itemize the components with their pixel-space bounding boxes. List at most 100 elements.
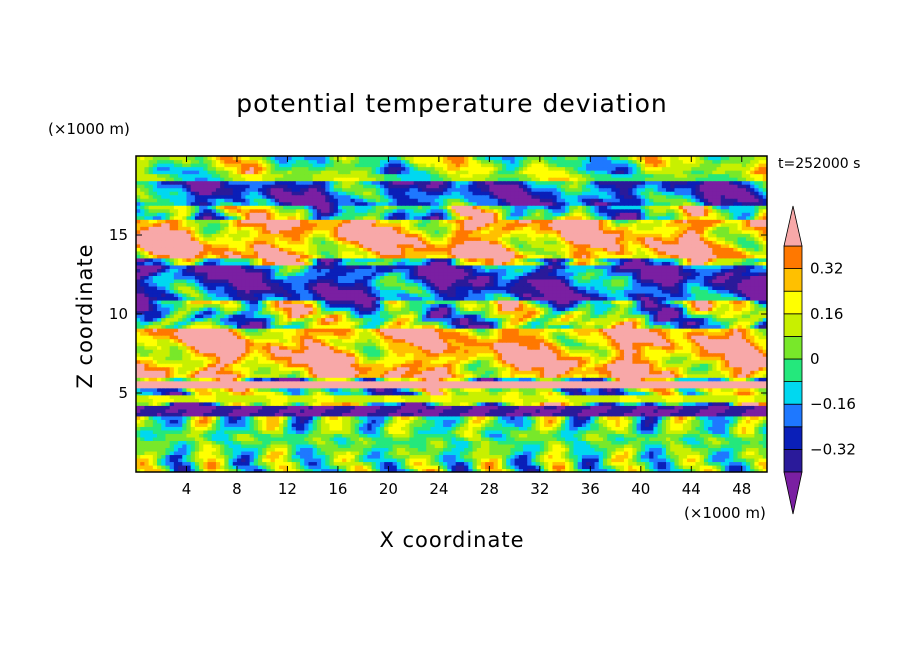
heatmap-cell [173,352,179,357]
heatmap-cell [640,356,646,361]
heatmap-cell [590,436,596,441]
heatmap-cell [354,370,360,375]
heatmap-cell [750,370,755,375]
heatmap-cell [556,398,562,403]
heatmap-cell [367,398,373,403]
heatmap-cell [346,464,352,470]
heatmap-cell [371,359,377,364]
heatmap-cell [506,377,511,382]
heatmap-cell [451,363,457,368]
heatmap-cell [312,412,318,417]
heatmap-cell [586,391,591,396]
heatmap-cell [678,457,684,463]
heatmap-cell [224,422,230,427]
heatmap-cell [737,370,743,375]
heatmap-cell [598,405,604,410]
heatmap-cell [266,412,272,417]
heatmap-cell [623,461,629,466]
heatmap-cell [493,380,499,385]
heatmap-cell [628,457,633,463]
heatmap-cell [590,384,596,389]
heatmap-cell [152,422,158,427]
heatmap-cell [573,384,579,389]
heatmap-cell [308,352,314,357]
heatmap-cell [371,373,377,378]
heatmap-cell [539,380,545,385]
heatmap-cell [417,359,423,364]
heatmap-cell [552,426,558,431]
heatmap-cell [451,450,457,456]
heatmap-cell [396,412,402,417]
heatmap-cell [565,398,570,403]
heatmap-cell [342,363,347,368]
heatmap-cell [426,384,432,389]
heatmap-cell [687,370,692,375]
heatmap-cell [670,457,676,463]
heatmap-cell [531,450,537,456]
heatmap-cell [388,447,394,452]
heatmap-cell [384,419,389,424]
heatmap-cell [358,405,364,410]
heatmap-cell [674,447,680,452]
heatmap-cell [569,429,575,434]
heatmap-cell [438,391,444,396]
heatmap-cell [556,429,562,434]
heatmap-cell [304,373,310,378]
heatmap-cell [737,429,743,434]
heatmap-cell [531,359,537,364]
heatmap-cell [552,356,558,361]
heatmap-cell [434,433,440,438]
heatmap-cell [422,419,427,424]
heatmap-cell [148,377,154,382]
heatmap-cell [224,370,230,375]
heatmap-cell [699,447,705,452]
heatmap-cell [388,363,394,368]
heatmap-cell [754,387,760,392]
heatmap-cell [598,398,604,403]
heatmap-cell [657,380,663,385]
heatmap-cell [531,433,537,438]
heatmap-cell [257,356,263,361]
heatmap-cell [396,380,402,385]
heatmap-cell [165,464,171,470]
heatmap-cell [266,468,272,472]
heatmap-cell [636,443,642,449]
heatmap-cell [708,461,713,466]
heatmap-cell [531,415,537,420]
heatmap-cell [186,412,192,417]
heatmap-cell [455,412,461,417]
heatmap-cell [274,426,280,431]
heatmap-cell [468,464,474,470]
heatmap-cell [602,387,608,392]
heatmap-cell [716,468,722,472]
heatmap-cell [581,394,587,399]
heatmap-cell [712,461,718,466]
heatmap-cell [758,415,764,420]
heatmap-cell [220,457,225,463]
heatmap-cell [379,405,385,410]
heatmap-cell [443,429,448,434]
heatmap-cell [283,443,289,449]
heatmap-cell [283,387,289,392]
heatmap-cell [354,468,360,472]
heatmap-cell [468,359,474,364]
heatmap-cell [190,384,196,389]
heatmap-cell [287,412,293,417]
heatmap-cell [489,454,495,459]
heatmap-cell [607,359,612,364]
heatmap-cell [434,366,440,371]
heatmap-cell [506,373,511,378]
heatmap-cell [560,363,566,368]
heatmap-cell [405,363,411,368]
heatmap-cell [295,440,301,445]
heatmap-cell [548,454,554,459]
heatmap-cell [590,412,596,417]
heatmap-cell [653,387,659,392]
heatmap-cell [645,464,650,470]
heatmap-cell [186,468,192,472]
heatmap-cell [729,415,734,420]
heatmap-cell [333,401,339,406]
heatmap-cell [157,387,162,392]
heatmap-cell [346,363,352,368]
heatmap-cell [657,412,663,417]
